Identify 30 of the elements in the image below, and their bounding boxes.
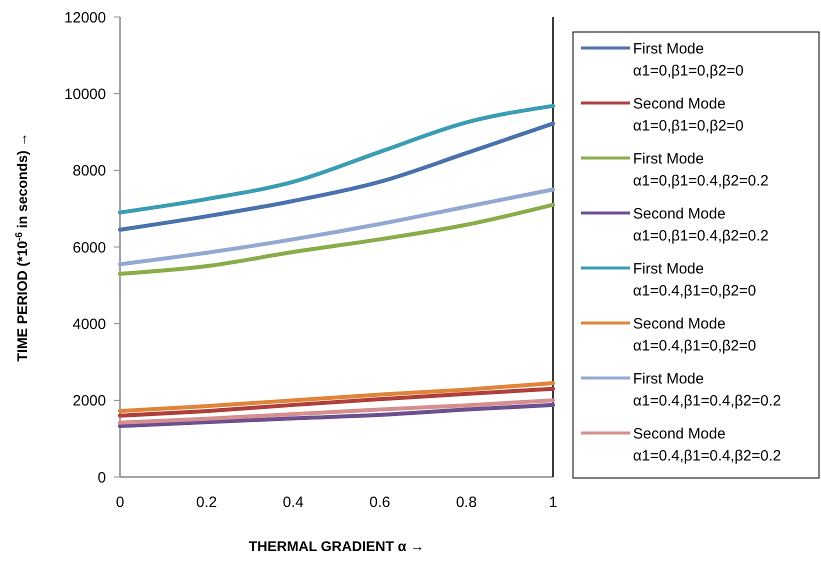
legend-label: First Mode α1=0.4,β1=0,β2=0: [633, 260, 756, 300]
line-series: [118, 202, 555, 276]
y-tick-label: 12000: [64, 9, 106, 26]
x-tick-label: 0.2: [196, 494, 218, 511]
x-tick-label: 0.6: [369, 494, 390, 511]
x-axis-title: THERMAL GRADIENT α →: [248, 538, 424, 554]
x-tick-label: 0: [116, 494, 124, 511]
y-tick-label: 10000: [64, 86, 106, 103]
legend-label: Second Mode α1=0.4,β1=0.4,β2=0.2: [633, 425, 782, 464]
legend-label: First Mode α1=0,β1=0.4,β2=0.2: [633, 150, 769, 190]
legend-label: Second Mode α1=0.4,β1=0,β2=0: [633, 315, 756, 354]
line-series: [118, 104, 555, 214]
y-tick-label: 4000: [72, 316, 106, 333]
line-series: [118, 398, 555, 425]
x-tick-label: 0.8: [456, 494, 477, 511]
x-tick-label: 0.4: [282, 494, 304, 511]
legend-label: Second Mode α1=0,β1=0,β2=0: [633, 95, 744, 134]
y-tick-label: 2000: [72, 392, 106, 410]
legend-label: Second Mode α1=0,β1=0.4,β2=0.2: [633, 205, 769, 244]
line-series: [118, 402, 555, 428]
y-tick-label: 6000: [72, 239, 106, 256]
line-series: [118, 188, 555, 266]
line-series: [118, 386, 555, 418]
line-series: [118, 122, 555, 232]
y-tick-label: 0: [98, 469, 106, 486]
legend-label: First Mode α1=0.4,β1=0.4,β2=0.2: [633, 370, 782, 410]
legend-label: First Mode α1=0,β1=0,β2=0: [633, 40, 744, 80]
line-series: [118, 381, 555, 414]
y-tick-label: 8000: [72, 162, 106, 180]
x-tick-label: 1: [548, 494, 558, 511]
